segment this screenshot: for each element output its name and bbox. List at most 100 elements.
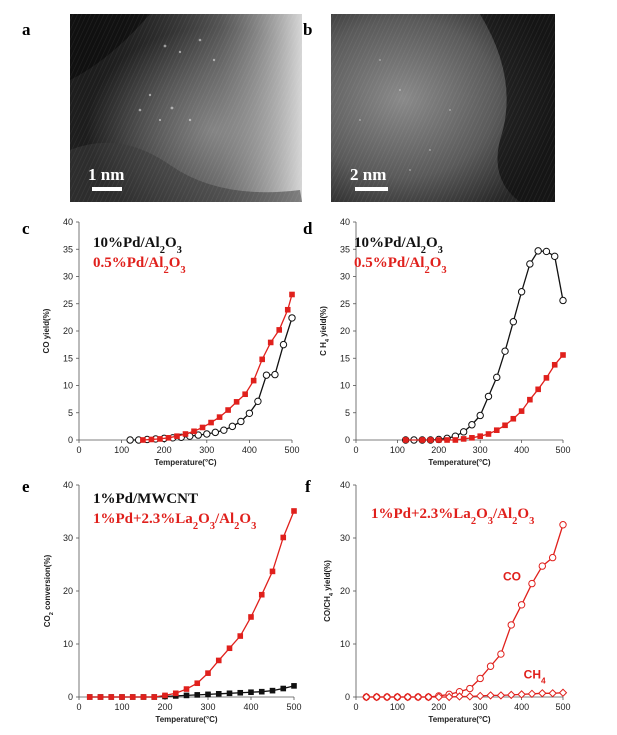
y-axis-label-group: C H4 yield(%) xyxy=(319,306,331,356)
y-axis-label-part: conversion(%) xyxy=(43,554,52,612)
x-tick-label: 300 xyxy=(199,445,214,455)
y-tick-label: 20 xyxy=(63,326,73,336)
data-point xyxy=(254,397,262,406)
panel-label-d: d xyxy=(303,219,313,238)
legend-entry: 10%Pd/Al2O3 xyxy=(93,235,182,256)
panel-label-e: e xyxy=(22,477,30,496)
data-point xyxy=(248,614,254,620)
data-point xyxy=(183,692,190,699)
data-point xyxy=(535,386,541,393)
x-tick-label: 0 xyxy=(353,445,358,455)
legend-entry-part: 1%Pd+2.3%La xyxy=(371,506,471,522)
data-point xyxy=(427,437,434,443)
legend-entry-part: O xyxy=(476,506,488,522)
chart-panel-d: d 0 100 200 300 400 500 0 5 10 15 20 25 30 35 40 Tempera… xyxy=(303,217,571,467)
data-point xyxy=(559,521,567,529)
y-tick-label: 30 xyxy=(63,533,73,543)
y-axis-label-part: yield(%) xyxy=(323,560,332,593)
y-tick-label: 40 xyxy=(340,480,350,490)
y-axis-label-group: CO/CH4 yield(%) xyxy=(323,560,335,622)
scale-bar-a xyxy=(92,187,122,191)
legend-entry-part: 2 xyxy=(234,521,239,532)
image-panel-b: b 2 nm xyxy=(303,14,555,202)
y-axis-label-part: C H xyxy=(319,342,328,356)
series-annotation: CO xyxy=(503,569,521,583)
data-point xyxy=(455,692,464,701)
y-tick-label: 5 xyxy=(68,408,73,418)
data-point xyxy=(126,436,134,444)
data-point xyxy=(362,692,371,702)
data-point xyxy=(183,686,190,692)
panel-label-f: f xyxy=(305,477,311,496)
x-axis-label: Temperature(°C) xyxy=(155,715,218,724)
data-point xyxy=(468,421,476,429)
x-tick-label: 300 xyxy=(473,445,488,455)
y-axis-label-part: CO xyxy=(42,341,51,353)
legend-entry-part: 3 xyxy=(177,245,182,256)
legend-entry-part: 3 xyxy=(210,521,215,532)
data-point xyxy=(226,645,233,652)
data-point xyxy=(518,408,525,414)
data-point xyxy=(509,318,518,326)
data-point xyxy=(419,437,426,443)
data-point xyxy=(237,633,244,639)
y-axis-label: C H4 yield(%) xyxy=(319,306,331,356)
legend-entry: 1%Pd+2.3%La2O3/Al2O3 xyxy=(371,506,534,527)
y-tick-label: 20 xyxy=(63,586,73,596)
data-point xyxy=(237,689,244,696)
data-point xyxy=(194,680,201,687)
series-line xyxy=(405,250,564,441)
data-point xyxy=(493,427,500,433)
data-point xyxy=(289,291,295,298)
y-axis-label-part: 2 xyxy=(49,612,55,615)
data-point xyxy=(434,692,444,702)
series-annotation-part: CH xyxy=(524,667,541,681)
series-annotation-part: 4 xyxy=(541,675,546,685)
data-point xyxy=(291,508,297,514)
data-point xyxy=(372,692,381,702)
data-point xyxy=(194,692,201,698)
data-point xyxy=(542,247,551,256)
data-point xyxy=(558,688,568,697)
y-tick-label: 0 xyxy=(345,435,350,445)
legend-entry-part: /Al xyxy=(492,506,512,522)
data-point xyxy=(403,692,412,702)
data-point xyxy=(250,377,257,384)
data-point xyxy=(271,370,279,379)
y-axis-label: CO yield(%) xyxy=(42,308,51,353)
data-point xyxy=(279,340,288,349)
y-tick-label: 40 xyxy=(340,217,350,227)
data-point xyxy=(269,568,276,575)
data-point xyxy=(459,428,468,436)
data-point xyxy=(225,407,231,413)
data-point xyxy=(548,553,557,562)
micrograph-a xyxy=(70,14,302,202)
x-tick-label: 200 xyxy=(157,445,172,455)
panel-label-a: a xyxy=(22,20,31,39)
data-point xyxy=(140,694,147,700)
y-tick-label: 10 xyxy=(63,381,73,391)
data-point xyxy=(382,692,392,702)
series-annotation-part: CO xyxy=(503,569,521,583)
y-axis-label-part: CO/CH xyxy=(323,596,332,622)
y-tick-label: 35 xyxy=(63,244,73,254)
legend-entry-part: 1%Pd+2.3%La xyxy=(93,511,193,527)
legend-entry-part: /Al xyxy=(214,511,234,527)
data-point xyxy=(258,688,265,695)
y-tick-label: 0 xyxy=(345,692,350,702)
legend-entry-part: O xyxy=(165,235,177,251)
x-tick-label: 0 xyxy=(353,702,358,712)
y-tick-label: 20 xyxy=(340,586,350,596)
data-point xyxy=(527,396,533,403)
data-point xyxy=(517,601,526,609)
y-tick-label: 15 xyxy=(340,353,350,363)
legend-entry-part: 3 xyxy=(441,265,446,276)
data-point xyxy=(469,435,475,441)
data-point xyxy=(97,694,104,700)
y-tick-label: 0 xyxy=(68,435,73,445)
data-point xyxy=(276,327,283,333)
chart-panel-c: c 0 100 200 300 400 500 0 5 10 15 20 25 30 35 40 Tempera… xyxy=(22,217,300,467)
data-point xyxy=(477,433,483,439)
data-point xyxy=(486,662,495,670)
